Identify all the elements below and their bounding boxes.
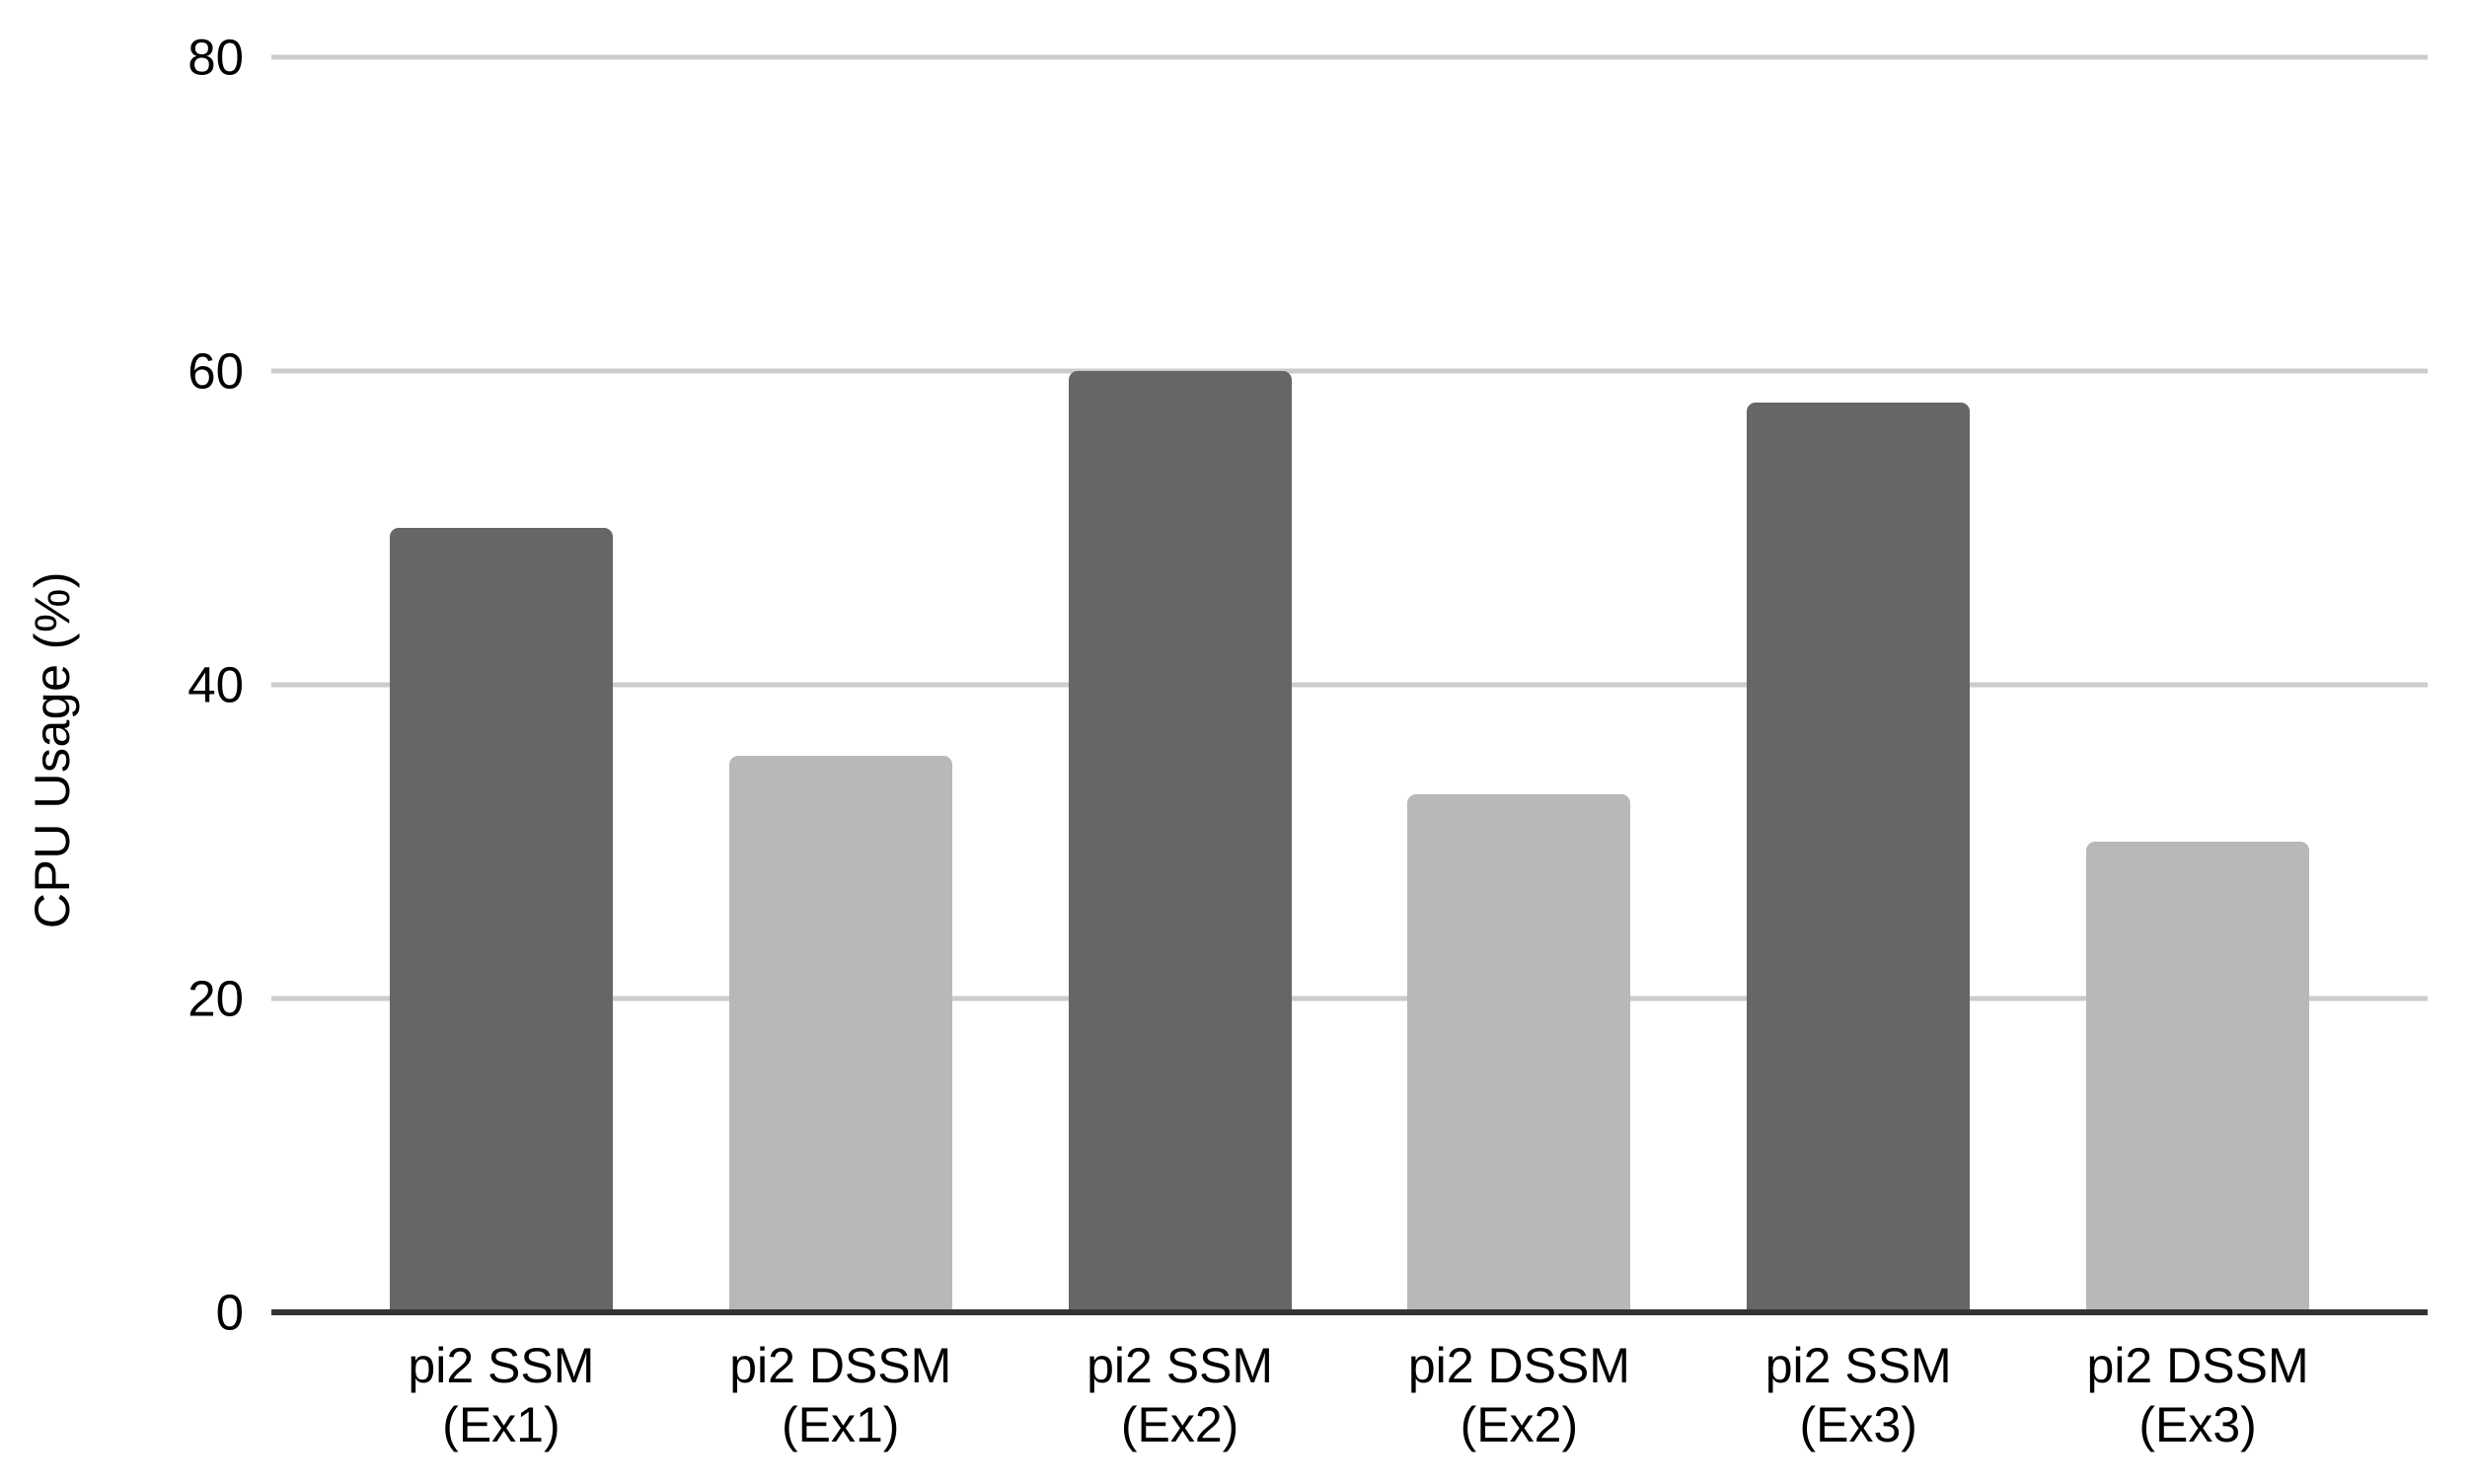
bar [1407,794,1631,1312]
bar-slot [332,57,671,1312]
y-tick-label: 0 [215,1284,244,1341]
y-tick-label: 80 [187,29,244,86]
bar [1068,371,1292,1312]
bar-slot [1349,57,1688,1312]
x-axis-label: pi2 SSM (Ex2) [1087,1338,1274,1452]
x-axis-label: pi2 SSM (Ex1) [408,1338,595,1452]
bar-slot [2028,57,2367,1312]
plot-area [271,54,2428,1315]
bar [389,528,613,1312]
bar-slot [1011,57,1350,1312]
y-tick-label: 20 [187,970,244,1027]
x-axis-line [271,1309,2428,1315]
y-axis-title: CPU Usage (%) [25,570,80,929]
gridline [271,682,2428,688]
x-axis-label: pi2 DSSM (Ex1) [729,1338,952,1452]
bar [2086,842,2310,1312]
gridline [271,54,2428,60]
x-axis-labels: pi2 SSM (Ex1) pi2 DSSM (Ex1) pi2 SSM (Ex2)… [271,1336,2428,1454]
x-axis-label: pi2 DSSM (Ex3) [2086,1338,2309,1452]
x-axis-label: pi2 SSM (Ex3) [1764,1338,1952,1452]
bar [1747,402,1971,1312]
bar-slot [1688,57,2028,1312]
gridline [271,368,2428,374]
gridline [271,996,2428,1002]
y-tick-label: 40 [187,656,244,713]
y-tick-label: 60 [187,342,244,400]
bar-slot [671,57,1011,1312]
bar [728,755,952,1312]
bars-container [271,57,2428,1312]
x-axis-label: pi2 DSSM (Ex2) [1407,1338,1630,1452]
